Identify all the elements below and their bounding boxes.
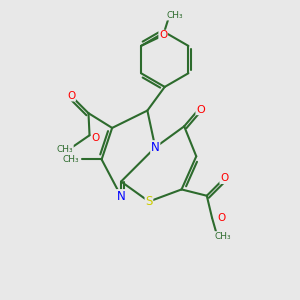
Text: CH₃: CH₃ — [214, 232, 231, 241]
Text: O: O — [196, 104, 205, 115]
Text: O: O — [218, 213, 226, 223]
Text: S: S — [145, 195, 153, 208]
Text: O: O — [159, 30, 167, 40]
Text: N: N — [151, 141, 160, 154]
Text: O: O — [67, 91, 75, 101]
Text: O: O — [220, 173, 228, 183]
Text: CH₃: CH₃ — [56, 145, 73, 154]
Text: CH₃: CH₃ — [167, 11, 183, 20]
Text: O: O — [92, 133, 100, 143]
Text: N: N — [117, 190, 125, 203]
Text: CH₃: CH₃ — [63, 155, 80, 164]
